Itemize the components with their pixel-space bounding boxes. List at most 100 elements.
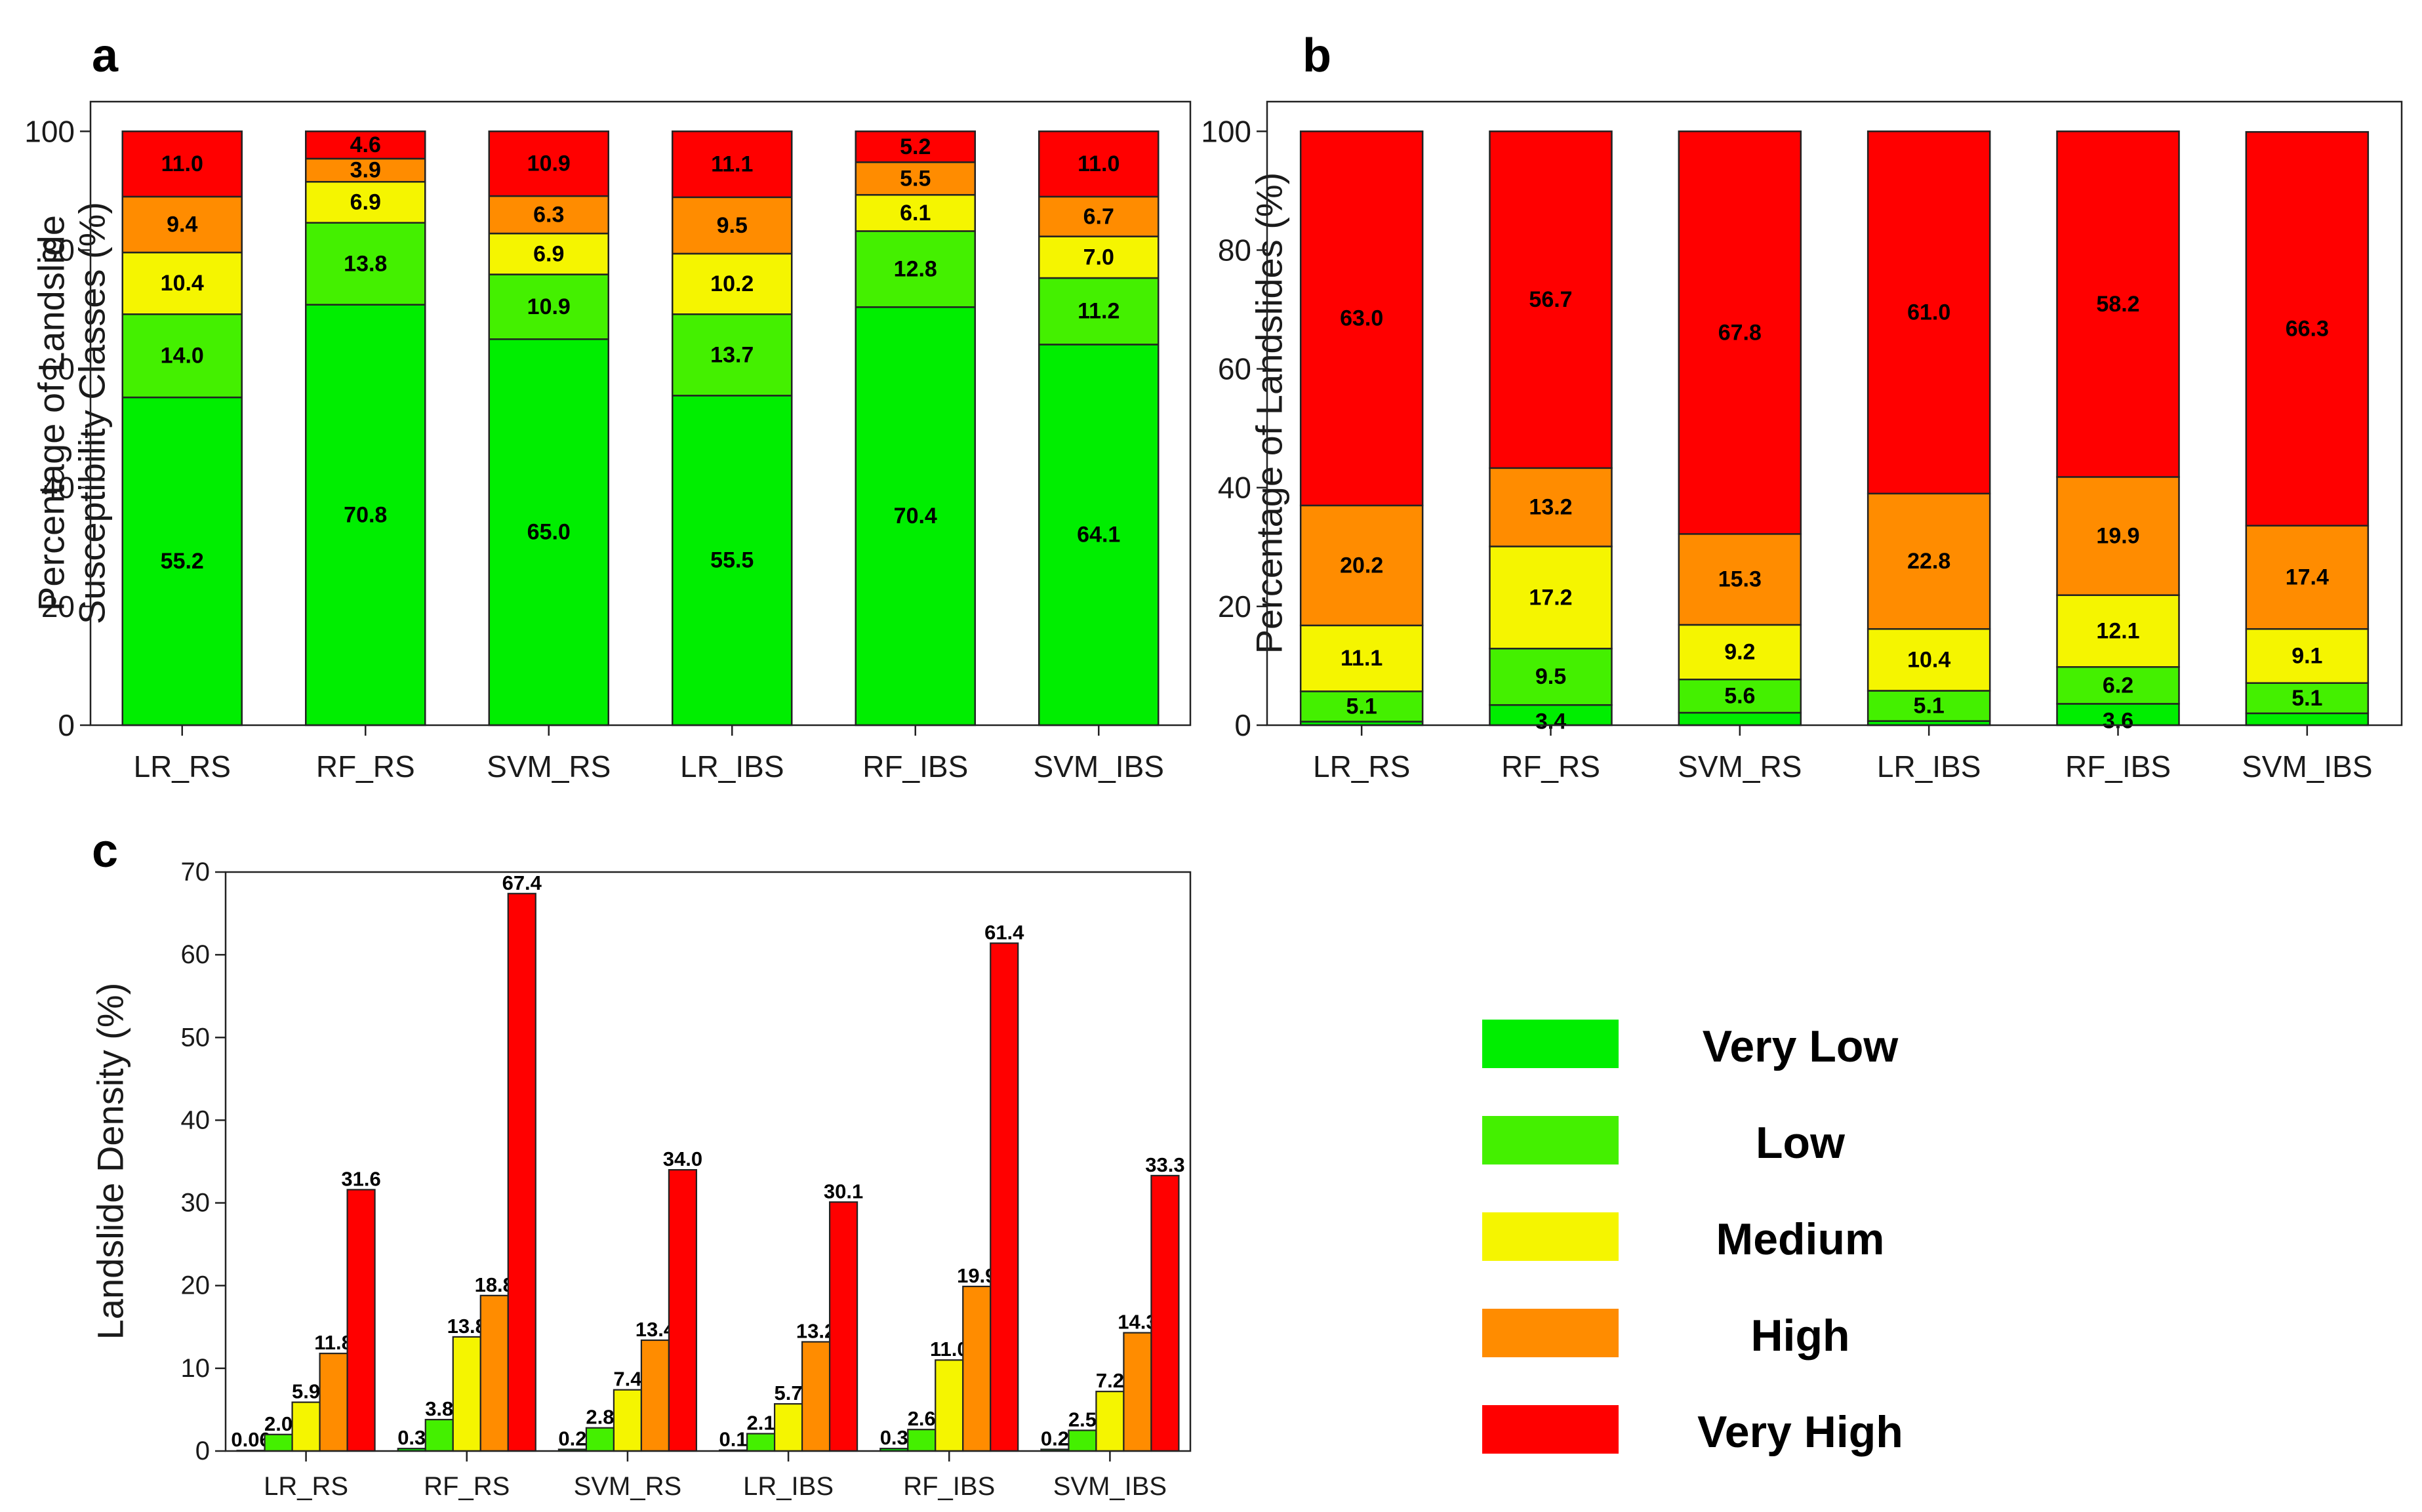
x-tick-label-c-rf-rs: RF_RS (424, 1472, 510, 1501)
data-label-c-svm-ibs-very-high: 33.3 (1145, 1153, 1184, 1176)
data-label-c-rf-rs-very-high: 67.4 (502, 871, 542, 894)
y-tick-label-a-0: 0 (58, 708, 75, 742)
data-label-b-svm-ibs-medium: 9.1 (2291, 643, 2322, 668)
bar-b-svm-ibs-medium (2245, 628, 2370, 684)
bar-c-svm-ibs-low (1068, 1429, 1097, 1452)
data-label-b-svm-rs-very-high: 67.8 (1718, 320, 1762, 345)
data-label-b-svm-rs-high: 15.3 (1718, 567, 1762, 592)
x-tick-label-c-rf-ibs: RF_IBS (903, 1472, 995, 1501)
y-tick-label-b-60: 60 (1218, 352, 1251, 386)
data-label-c-rf-rs-low: 3.8 (425, 1397, 453, 1420)
data-label-a-svm-rs-high: 6.3 (533, 203, 564, 228)
bar-c-svm-rs-very-high (668, 1169, 698, 1452)
data-label-a-lr-rs-very-low: 55.2 (161, 549, 204, 574)
bar-a-rf-ibs-very-high (855, 130, 976, 163)
bar-a-svm-rs-very-high (488, 130, 609, 197)
legend: Very Low Low Medium High Very High (1482, 1020, 1903, 1457)
panel-a-axes: 0 20 40 60 80 100 LR_RS RF_RS SVM_RS LR_IBS RF_IBS… (24, 100, 1192, 784)
legend-swatch-very-high (1482, 1405, 1619, 1454)
bar-b-svm-rs-medium (1678, 624, 1802, 681)
y-axis-title-c: Landslide Density (%) (90, 983, 131, 1340)
y-tick-label-b-100: 100 (1201, 114, 1251, 148)
x-tick-label-c-lr-rs: LR_RS (264, 1472, 348, 1501)
y-tick-label-c-10: 10 (181, 1354, 211, 1383)
bar-b-svm-rs-very-high (1678, 130, 1802, 535)
bar-a-lr-ibs-medium (672, 252, 793, 315)
data-label-c-svm-ibs-very-low: 0.2 (1041, 1427, 1069, 1450)
data-label-a-lr-rs-high: 9.4 (167, 212, 197, 237)
panel-a-bars: 55.2 14.0 10.4 9.4 11.0 70.8 13.8 6.9 3.94.6 65.0… (121, 130, 1160, 726)
y-tick-label-c-60: 60 (181, 940, 211, 969)
legend-swatch-high (1482, 1309, 1619, 1357)
x-tick-label-a-rf-rs: RF_RS (316, 749, 415, 784)
panel-letter-b: b (1302, 30, 1331, 82)
x-tick-label-b-svm-rs: SVM_RS (1678, 749, 1802, 784)
y-tick-label-b-20: 20 (1218, 589, 1251, 624)
bar-c-lr-rs-very-high (346, 1189, 376, 1452)
bar-b-rf-ibs-very-high (2056, 130, 2180, 478)
data-label-b-lr-rs-low: 5.1 (1346, 694, 1377, 719)
data-label-b-lr-rs-high: 20.2 (1340, 553, 1383, 578)
data-label-c-rf-ibs-medium: 11.0 (930, 1338, 969, 1361)
data-label-b-rf-rs-medium: 17.2 (1529, 585, 1572, 610)
bar-c-svm-rs-medium (613, 1389, 643, 1452)
bar-b-svm-rs-high (1678, 533, 1802, 626)
y-axis-title-a-line-1: Percentage of Landslide (31, 215, 72, 611)
data-label-b-lr-rs-medium: 11.1 (1341, 646, 1383, 671)
bar-a-svm-ibs-very-low (1038, 344, 1160, 726)
legend-swatch-very-low (1482, 1020, 1619, 1068)
x-tick-label-a-svm-ibs: SVM_IBS (1034, 749, 1164, 784)
bar-c-lr-ibs-very-high (828, 1201, 858, 1452)
panel-letters: a b c (92, 30, 1331, 877)
x-tick-label-a-lr-ibs: LR_IBS (680, 749, 784, 784)
bar-b-rf-rs-very-low (1489, 704, 1613, 726)
x-tick-label-b-svm-ibs: SVM_IBS (2242, 749, 2372, 784)
bar-a-lr-ibs-very-low (672, 395, 793, 726)
bar-a-lr-ibs-very-high (672, 130, 793, 199)
x-tick-label-b-rf-ibs: RF_IBS (2065, 749, 2171, 784)
bar-a-lr-rs-medium (121, 251, 243, 315)
panel-c-axes: 0 10 20 30 40 50 60 70 LR_RS RF_RS SVM_RS LR_IBS RF_… (181, 858, 1192, 1501)
bar-c-rf-ibs-medium (935, 1359, 964, 1452)
bar-b-rf-ibs-high (2056, 476, 2180, 596)
data-label-a-lr-ibs-high: 9.5 (717, 213, 748, 238)
data-label-a-rf-ibs-very-high: 5.2 (900, 134, 931, 159)
data-label-a-svm-ibs-very-high: 11.0 (1078, 151, 1120, 176)
panel-a-susceptibility-classes: Percentage of Landslide Susceptibility Cl… (24, 100, 1192, 784)
bar-a-svm-ibs-very-high (1038, 130, 1160, 198)
panel-c-y-axis-title: Landslide Density (%) (90, 983, 131, 1340)
panel-b-y-axis-title: Percentage of Landslides (%) (1249, 172, 1290, 654)
data-label-c-lr-rs-high: 11.8 (314, 1331, 353, 1354)
bar-a-lr-rs-high (121, 195, 243, 254)
bar-c-svm-ibs-medium (1095, 1391, 1125, 1452)
y-axis-title-a-line-2: Susceptibility Classes (%) (71, 202, 113, 624)
data-label-b-rf-ibs-high: 19.9 (2096, 524, 2139, 549)
data-label-c-svm-ibs-low: 2.5 (1068, 1408, 1097, 1431)
bar-c-lr-ibs-medium (773, 1403, 803, 1452)
bar-b-lr-ibs-high (1867, 492, 1991, 630)
data-label-b-svm-ibs-high: 17.4 (2286, 565, 2329, 589)
data-label-a-lr-rs-low: 14.0 (161, 344, 204, 368)
y-tick-label-a-40: 40 (41, 471, 75, 505)
data-label-c-svm-rs-medium: 7.4 (613, 1368, 642, 1391)
bar-a-rf-ibs-low (855, 230, 976, 308)
data-label-b-svm-rs-low: 5.6 (1724, 684, 1755, 709)
plot-frame-c (224, 871, 1192, 1452)
data-label-a-lr-rs-medium: 10.4 (161, 271, 204, 296)
plot-frame-a (89, 100, 1192, 726)
bar-a-lr-ibs-low (672, 313, 793, 397)
data-label-b-rf-rs-very-high: 56.7 (1529, 287, 1572, 312)
panel-c-bars: 0.062.05.911.831.60.33.813.818.867.40.22… (231, 871, 1185, 1452)
x-tick-label-c-svm-ibs: SVM_IBS (1053, 1472, 1167, 1501)
x-tick-label-b-lr-rs: LR_RS (1313, 749, 1410, 784)
data-label-a-rf-ibs-high: 5.5 (900, 166, 931, 191)
bar-a-svm-rs-very-low (488, 338, 609, 726)
x-tick-label-c-lr-ibs: LR_IBS (743, 1472, 834, 1501)
bar-b-svm-ibs-very-high (2245, 130, 2370, 527)
data-label-c-svm-ibs-medium: 7.2 (1096, 1369, 1124, 1392)
bar-a-rf-rs-very-low (305, 304, 426, 726)
bar-c-rf-rs-medium (452, 1336, 481, 1452)
bar-b-lr-ibs-medium (1867, 628, 1991, 692)
data-label-c-rf-ibs-very-high: 61.4 (984, 921, 1024, 944)
